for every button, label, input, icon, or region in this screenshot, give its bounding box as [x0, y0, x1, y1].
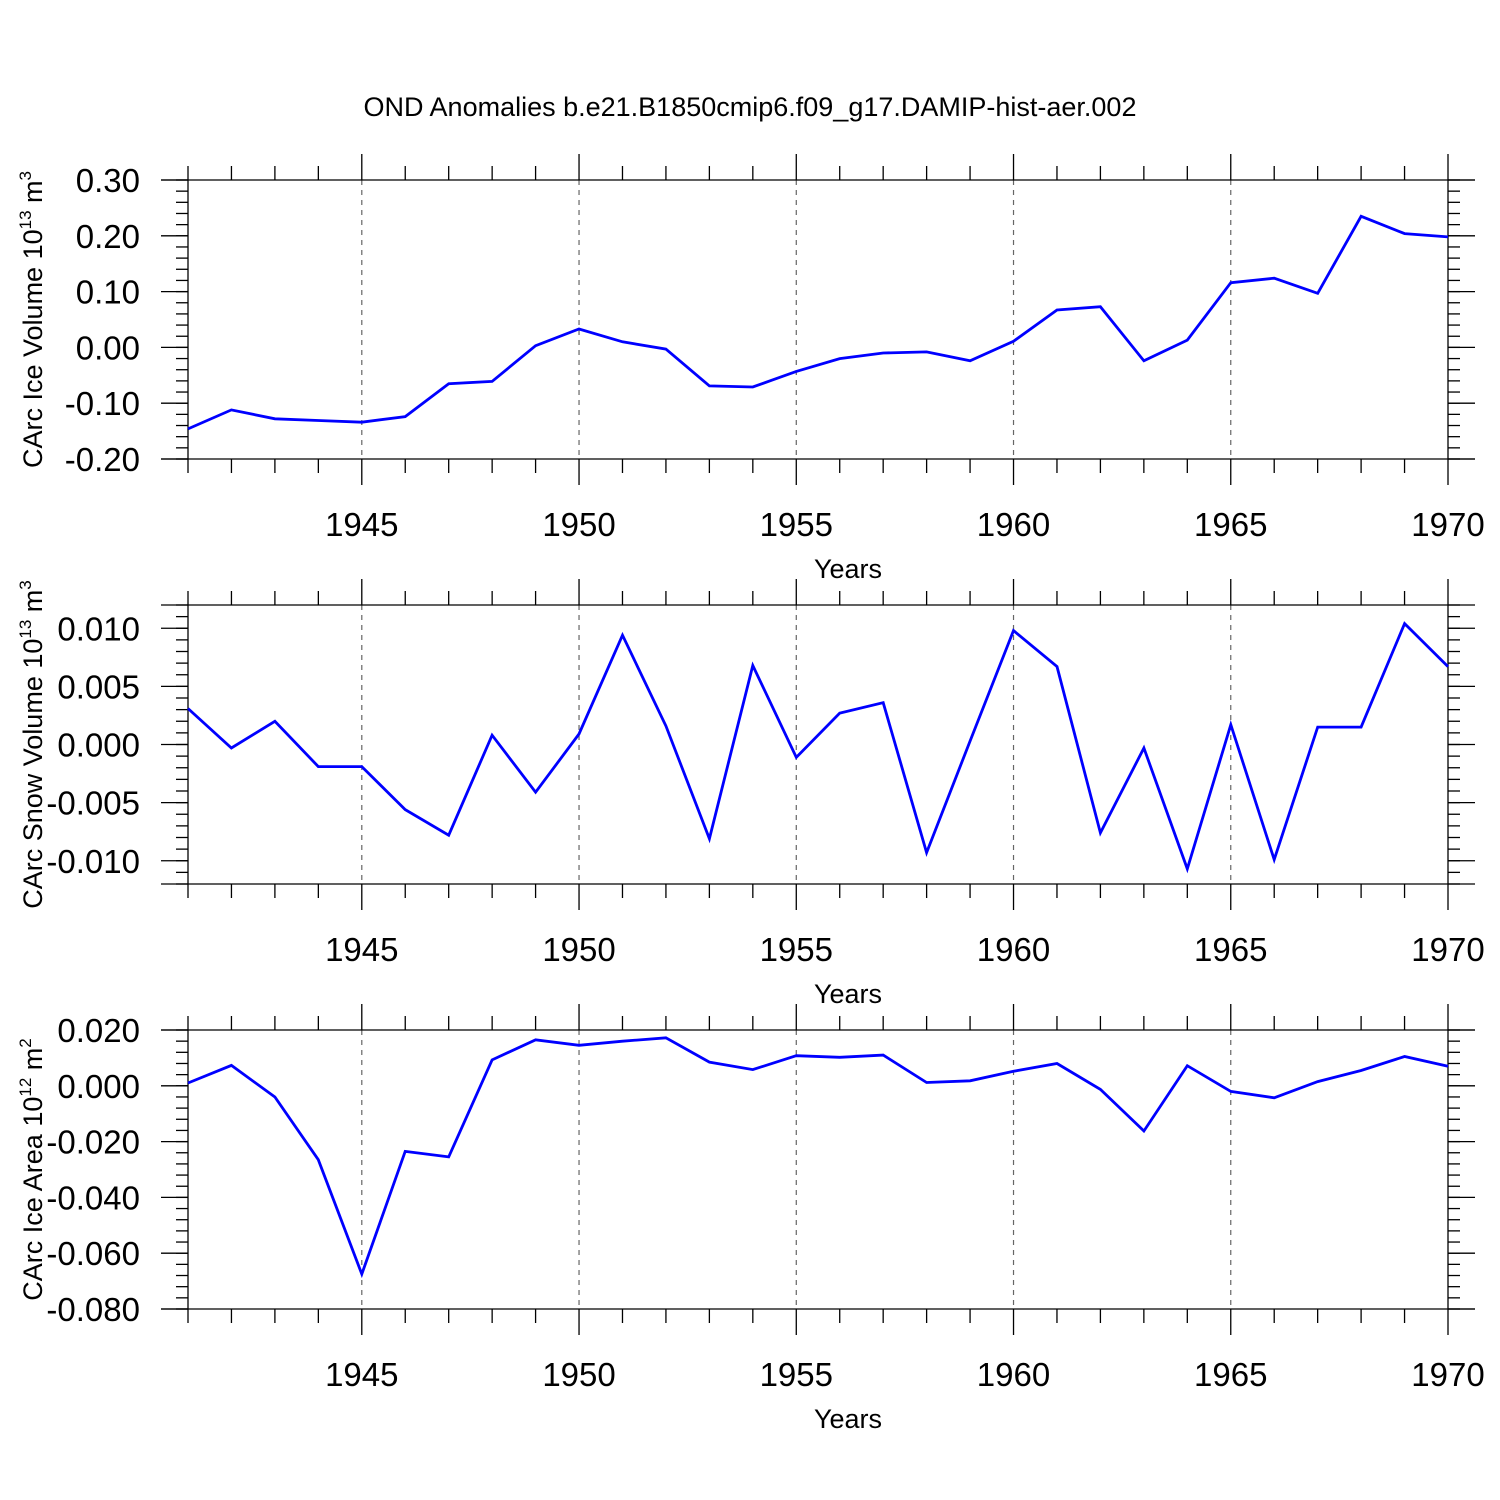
panel-2-xtick-label-0: 1945	[325, 931, 398, 968]
panel-3-xtick-label-5: 1970	[1411, 1356, 1484, 1393]
panel-2-ytick-label-1: -0.005	[46, 785, 140, 822]
panel-3-x-axis-title: Years	[814, 1404, 882, 1434]
panel-3-ytick-label-0: -0.080	[46, 1291, 140, 1328]
panel-2-xtick-label-4: 1965	[1194, 931, 1267, 968]
panel-2-y-axis-title: CArc Snow Volume 1013 m3	[16, 580, 48, 909]
panel-1-y-axis-title-text: CArc Ice Volume 10	[18, 229, 48, 468]
panel-1-y-axis-title-unit: m	[18, 180, 48, 210]
panel-3-y-axis-title-unit: m	[18, 1048, 48, 1078]
panel-1-ytick-label-3: 0.10	[76, 274, 140, 311]
panel-1-ytick-label-1: -0.10	[65, 385, 140, 422]
panel-2: -0.010 -0.005 0.000 0.005 0.010 1945 1950 1955 1…	[16, 579, 1485, 1009]
panel-1-y-axis-title-exp: 13	[16, 210, 35, 229]
panel-3-ytick-label-1: -0.060	[46, 1235, 140, 1272]
panel-1-xtick-label-4: 1965	[1194, 506, 1267, 543]
panel-2-y-axis-title-unit: m	[18, 590, 48, 620]
panel-2-xtick-label-5: 1970	[1411, 931, 1484, 968]
panel-2-ytick-label-0: -0.010	[46, 843, 140, 880]
panel-1-y-axis-title: CArc Ice Volume 1013 m3	[16, 171, 48, 468]
panel-1-ytick-label-4: 0.20	[76, 218, 140, 255]
panel-2-y-axis-title-text: CArc Snow Volume 10	[18, 639, 48, 909]
panel-3-y-axis-title-exp: 12	[16, 1078, 35, 1097]
panel-3-xtick-label-2: 1955	[760, 1356, 833, 1393]
panel-3-xtick-label-4: 1965	[1194, 1356, 1267, 1393]
panel-2-y-axis-title-exp: 13	[16, 620, 35, 639]
panel-2-xtick-label-2: 1955	[760, 931, 833, 968]
panel-2-ytick-label-4: 0.010	[57, 610, 140, 647]
panel-2-xtick-label-1: 1950	[542, 931, 615, 968]
panel-1-series-line	[188, 216, 1448, 429]
panel-3-ytick-label-4: 0.000	[57, 1068, 140, 1105]
panel-1-y-axis-title-unit-exp: 3	[16, 171, 35, 180]
panel-1-ytick-label-0: -0.20	[65, 441, 140, 478]
panel-3-ytick-label-5: 0.020	[57, 1012, 140, 1049]
panel-3-y-axis-title-unit-exp: 2	[16, 1038, 35, 1047]
panel-3-series-line	[188, 1038, 1448, 1274]
panel-3-y-axis-title-text: CArc Ice Area 10	[18, 1097, 48, 1301]
panel-2-ytick-label-2: 0.000	[57, 727, 140, 764]
panel-3-xtick-label-0: 1945	[325, 1356, 398, 1393]
panel-3-xtick-label-3: 1960	[977, 1356, 1050, 1393]
chart-title: OND Anomalies b.e21.B1850cmip6.f09_g17.D…	[364, 92, 1137, 122]
panel-1-xtick-label-3: 1960	[977, 506, 1050, 543]
panel-2-xtick-label-3: 1960	[977, 931, 1050, 968]
panel-1-xtick-label-1: 1950	[542, 506, 615, 543]
panel-1-x-axis-title: Years	[814, 554, 882, 584]
panel-1-xtick-label-5: 1970	[1411, 506, 1484, 543]
panel-1-ytick-label-5: 0.30	[76, 162, 140, 199]
panel-2-x-axis-title: Years	[814, 979, 882, 1009]
panel-2-series-line	[188, 624, 1448, 869]
panel-1: -0.20 -0.10 0.00 0.10 0.20 0.30 1945 1950 1955 19…	[16, 154, 1485, 584]
panel-1-xtick-label-2: 1955	[760, 506, 833, 543]
panel-3-xtick-label-1: 1950	[542, 1356, 615, 1393]
panel-1-ytick-label-2: 0.00	[76, 329, 140, 366]
panel-1-xtick-label-0: 1945	[325, 506, 398, 543]
panel-3-ytick-label-3: -0.020	[46, 1124, 140, 1161]
panel-2-y-axis-title-unit-exp: 3	[16, 580, 35, 589]
panel-3: -0.080 -0.060 -0.040 -0.020 0.000 0.020 1945 19…	[16, 1004, 1485, 1434]
panel-2-ytick-label-3: 0.005	[57, 668, 140, 705]
panel-3-y-axis-title: CArc Ice Area 1012 m2	[16, 1038, 48, 1301]
panel-3-ytick-label-2: -0.040	[46, 1179, 140, 1216]
chart-figure: OND Anomalies b.e21.B1850cmip6.f09_g17.D…	[0, 0, 1500, 1500]
chart-panels: -0.20 -0.10 0.00 0.10 0.20 0.30 1945 1950 1955 19…	[16, 154, 1485, 1434]
